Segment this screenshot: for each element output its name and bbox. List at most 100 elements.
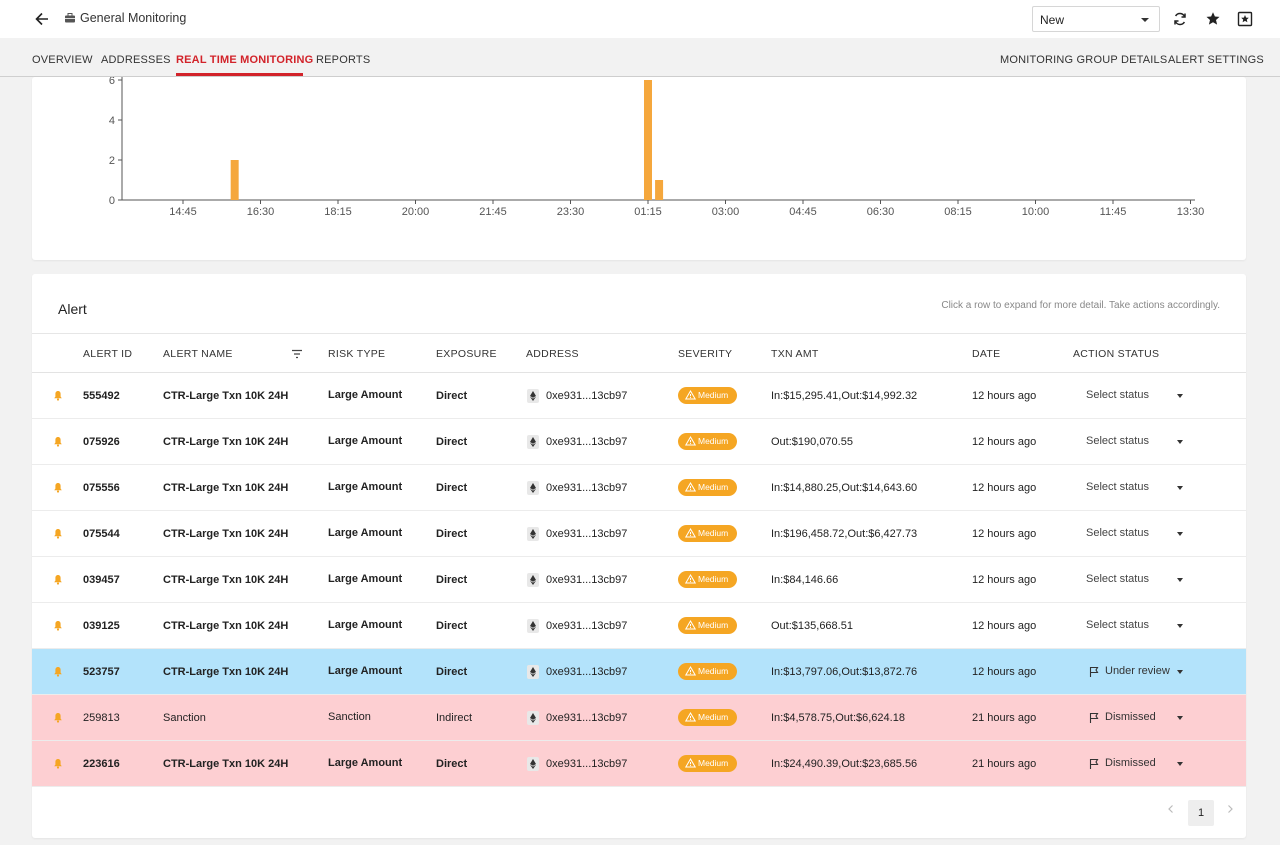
alert-date: 12 hours ago [972, 666, 1037, 678]
warning-icon [685, 712, 696, 722]
action-status-select[interactable]: Select status [1072, 567, 1197, 593]
exposure: Indirect [436, 712, 473, 724]
action-status-select[interactable]: Under review [1072, 659, 1197, 685]
chevron-down-icon [1177, 670, 1183, 674]
x-tick-label: 03:00 [712, 206, 740, 218]
alert-card: Alert Click a row to expand for more det… [32, 274, 1246, 838]
column-header-severity: SEVERITY [678, 348, 733, 360]
action-status-select[interactable]: Dismissed [1072, 705, 1197, 731]
table-row[interactable]: 259813 Sanction Sanction Indirect 0xe931...1… [32, 695, 1246, 741]
chevron-down-icon [1177, 624, 1183, 628]
next-page-icon[interactable] [1224, 802, 1236, 816]
severity-label: Medium [698, 666, 729, 676]
txn-amount: In:$14,880.25,Out:$14,643.60 [771, 482, 918, 494]
severity-label: Medium [698, 620, 729, 630]
table-row[interactable]: 075926 CTR-Large Txn 10K 24H Large Amount D… [32, 419, 1246, 465]
back-arrow-icon[interactable] [32, 9, 52, 29]
severity-label: Medium [698, 758, 729, 768]
tab-navigation: OVERVIEW ADDRESSES REAL TIME MONITORING … [0, 38, 1280, 77]
address-value: 0xe931...13cb97 [546, 436, 628, 448]
table-row[interactable]: 223616 CTR-Large Txn 10K 24H Large Amount D… [32, 741, 1246, 787]
status-select[interactable]: New [1032, 6, 1160, 32]
action-status-select[interactable]: Select status [1072, 383, 1197, 409]
action-status-select[interactable]: Dismissed [1072, 751, 1197, 777]
address-value: 0xe931...13cb97 [546, 574, 628, 586]
x-tick-label: 23:30 [557, 206, 585, 218]
tab-real-time-monitoring[interactable]: REAL TIME MONITORING [176, 54, 314, 66]
chart-bar [644, 80, 652, 200]
alert-section-title: Alert [58, 301, 87, 317]
previous-page-icon[interactable] [1165, 802, 1177, 816]
tab-addresses[interactable]: ADDRESSES [101, 54, 171, 66]
x-tick-label: 21:45 [479, 206, 507, 218]
refresh-icon[interactable] [1171, 10, 1189, 28]
y-tick-label: 6 [109, 77, 115, 87]
pagination-page-current[interactable]: 1 [1188, 800, 1214, 826]
risk-type: Large Amount [328, 619, 403, 631]
exposure: Direct [436, 436, 468, 448]
action-status-select[interactable]: Select status [1072, 429, 1197, 455]
alert-id: 039125 [83, 620, 120, 632]
action-status-select[interactable]: Select status [1072, 613, 1197, 639]
table-row[interactable]: 039457 CTR-Large Txn 10K 24H Large Amount D… [32, 557, 1246, 603]
address-value: 0xe931...13cb97 [546, 620, 628, 632]
alert-name: CTR-Large Txn 10K 24H [163, 436, 289, 448]
severity-badge: Medium [678, 571, 737, 588]
x-tick-label: 16:30 [247, 206, 275, 218]
ethereum-icon [527, 573, 539, 587]
action-status-value: Select status [1086, 619, 1149, 631]
warning-icon [685, 482, 696, 492]
warning-icon [685, 758, 696, 768]
severity-badge: Medium [678, 525, 737, 542]
tab-monitoring-group-details[interactable]: MONITORING GROUP DETAILS [1000, 54, 1168, 66]
alert-id: 555492 [83, 390, 120, 402]
x-tick-label: 11:45 [1100, 206, 1127, 218]
x-tick-label: 06:30 [867, 206, 895, 218]
action-status-select[interactable]: Select status [1072, 475, 1197, 501]
table-row[interactable]: 075556 CTR-Large Txn 10K 24H Large Amount D… [32, 465, 1246, 511]
alert-date: 21 hours ago [972, 758, 1037, 770]
severity-badge: Medium [678, 709, 737, 726]
txn-amount: In:$15,295.41,Out:$14,992.32 [771, 390, 918, 402]
severity-label: Medium [698, 528, 729, 538]
table-row[interactable]: 523757 CTR-Large Txn 10K 24H Large Amount D… [32, 649, 1246, 695]
alert-id: 075556 [83, 482, 120, 494]
x-tick-label: 01:15 [634, 206, 662, 218]
active-tab-indicator [176, 73, 303, 76]
warning-icon [685, 528, 696, 538]
filter-icon[interactable] [291, 348, 303, 360]
tab-overview[interactable]: OVERVIEW [32, 54, 93, 66]
risk-type: Sanction [328, 711, 371, 723]
bell-icon [54, 437, 62, 447]
table-row[interactable]: 039125 CTR-Large Txn 10K 24H Large Amount D… [32, 603, 1246, 649]
star-icon[interactable] [1204, 10, 1222, 28]
bell-icon [54, 391, 62, 401]
address-value: 0xe931...13cb97 [546, 528, 628, 540]
table-row[interactable]: 075544 CTR-Large Txn 10K 24H Large Amount D… [32, 511, 1246, 557]
chevron-down-icon [1141, 18, 1149, 22]
txn-amount: In:$84,146.66 [771, 574, 839, 586]
chevron-down-icon [1177, 486, 1183, 490]
chart-bar [230, 160, 239, 200]
column-header-alert-name: ALERT NAME [163, 348, 233, 360]
alert-date: 21 hours ago [972, 712, 1037, 724]
tab-reports[interactable]: REPORTS [316, 54, 371, 66]
exposure: Direct [436, 390, 468, 402]
action-status-value: Select status [1086, 435, 1149, 447]
x-tick-label: 14:45 [169, 206, 197, 218]
address-value: 0xe931...13cb97 [546, 390, 628, 402]
bookmark-star-icon[interactable] [1236, 10, 1254, 28]
action-status-select[interactable]: Select status [1072, 521, 1197, 547]
alert-id: 039457 [83, 574, 120, 586]
txn-amount: In:$24,490.39,Out:$23,685.56 [771, 758, 918, 770]
ethereum-icon [527, 527, 539, 541]
risk-type: Large Amount [328, 481, 403, 493]
exposure: Direct [436, 758, 468, 770]
alert-name: CTR-Large Txn 10K 24H [163, 758, 289, 770]
tab-alert-settings[interactable]: ALERT SETTINGS [1168, 54, 1264, 66]
alert-date: 12 hours ago [972, 482, 1037, 494]
table-row[interactable]: 555492 CTR-Large Txn 10K 24H Large Amount D… [32, 373, 1246, 419]
action-status-value: Under review [1105, 665, 1170, 677]
ethereum-icon [527, 435, 539, 449]
alert-id: 223616 [83, 758, 120, 770]
